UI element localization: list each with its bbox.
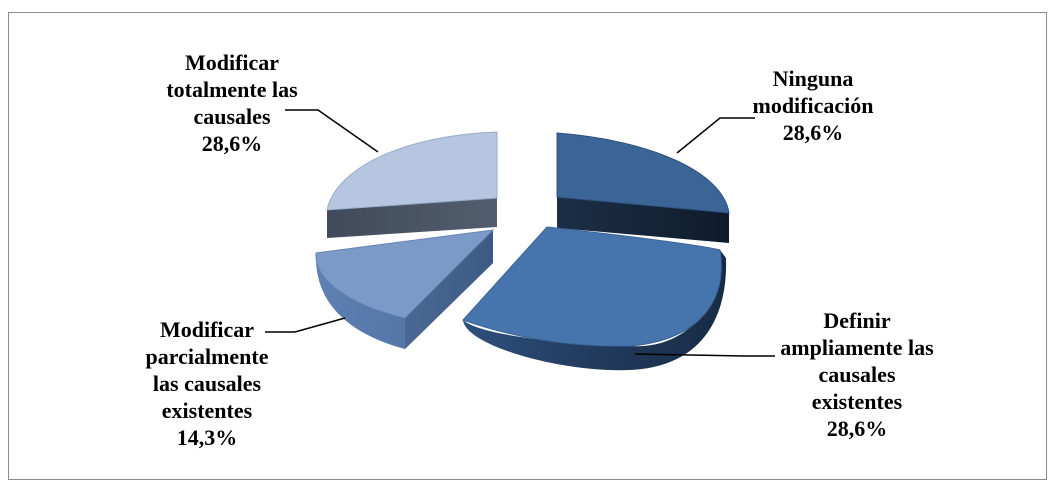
slice-totalmente-cut-face	[327, 198, 497, 238]
slice-definir-wall	[463, 250, 727, 371]
chart-frame	[8, 12, 1047, 480]
leader-line-definir	[634, 353, 775, 357]
label-totalmente-line-1: Modificar	[185, 50, 279, 75]
label-parcialmente-line-3: las causales	[153, 371, 262, 396]
label-ninguna-value: 28,6%	[783, 120, 844, 145]
label-definir-line-1: Definir	[823, 308, 890, 333]
label-definir-line-2: ampliamente las	[780, 335, 934, 360]
label-parcialmente-line-1: Modificar	[160, 317, 254, 342]
label-definir-line-3: causales	[819, 362, 896, 387]
slice-ninguna-cut-face	[557, 197, 729, 243]
label-parcialmente-value: 14,3%	[177, 425, 238, 450]
label-ninguna-line-2: modificación	[753, 93, 874, 118]
label-totalmente-value: 28,6%	[202, 131, 263, 156]
label-totalmente-line-2: totalmente las	[166, 77, 298, 102]
label-parcialmente-line-2: parcialmente	[145, 344, 268, 369]
leader-line-totalmente	[285, 109, 379, 153]
label-ninguna-line-1: Ninguna	[773, 66, 854, 91]
slice-parcialmente-top	[315, 229, 495, 319]
label-definir-line-4: existentes	[812, 389, 903, 414]
label-definir-value: 28,6%	[827, 416, 888, 441]
leader-line-ninguna	[676, 117, 755, 154]
slice-totalmente-top	[326, 131, 498, 211]
slice-definir-top	[462, 226, 722, 347]
slice-parcialmente-cut-face	[405, 230, 493, 349]
slice-ninguna-top	[556, 132, 730, 214]
label-totalmente-line-3: causales	[194, 104, 271, 129]
leader-line-parcialmente	[265, 317, 346, 333]
label-parcialmente-line-4: existentes	[162, 398, 253, 423]
